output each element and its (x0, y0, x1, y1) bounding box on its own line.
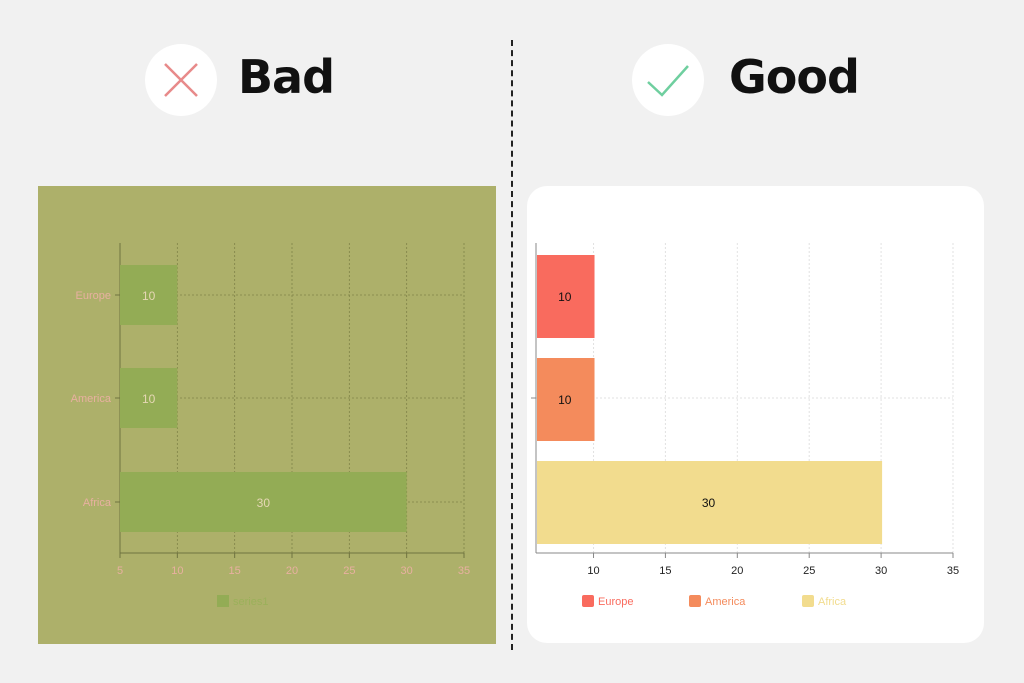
bad-data-label: 10 (142, 392, 156, 406)
good-xtick-label: 30 (875, 565, 887, 577)
good-legend-swatch-europe (582, 595, 594, 607)
bad-badge (145, 44, 217, 116)
good-data-label: 30 (702, 496, 716, 510)
bad-category-label: America (71, 393, 112, 405)
good-xtick-label: 15 (659, 565, 671, 577)
bad-heading: Bad (238, 50, 335, 104)
bad-legend-swatch (217, 595, 229, 607)
bad-xtick-label: 30 (401, 565, 413, 577)
check-icon (647, 65, 689, 97)
good-legend-label: Europe (598, 596, 633, 608)
bad-chart-panel (38, 186, 496, 644)
good-xtick-label: 25 (803, 565, 815, 577)
bad-bar-africa (120, 472, 407, 532)
good-badge (632, 44, 704, 116)
bad-xtick-label: 20 (286, 565, 298, 577)
bad-xtick-label: 25 (343, 565, 355, 577)
good-legend-label: Africa (818, 596, 847, 608)
good-xtick-label: 35 (947, 565, 959, 577)
good-xtick-label: 10 (587, 565, 599, 577)
bad-bar-europe (120, 265, 178, 325)
bad-legend-label: series1 (233, 596, 268, 608)
bad-xtick-label: 5 (117, 565, 123, 577)
good-heading: Good (729, 50, 860, 104)
good-data-label: 10 (558, 290, 572, 304)
divider (511, 40, 513, 650)
good-legend-swatch-africa (802, 595, 814, 607)
bad-bar-america (120, 368, 178, 428)
bad-xtick-label: 15 (229, 565, 241, 577)
good-legend-swatch-america (689, 595, 701, 607)
good-bar-europe (537, 255, 595, 338)
bad-category-label: Europe (76, 290, 111, 302)
good-legend-label: America (705, 596, 746, 608)
bad-data-label: 30 (257, 496, 271, 510)
good-bar-america (537, 358, 595, 441)
good-xtick-label: 20 (731, 565, 743, 577)
bad-xtick-label: 35 (458, 565, 470, 577)
bad-data-label: 10 (142, 289, 156, 303)
good-bar-africa (537, 461, 883, 544)
bad-xtick-label: 10 (171, 565, 183, 577)
bad-category-label: Africa (83, 497, 112, 509)
good-data-label: 10 (558, 393, 572, 407)
cross-icon (164, 63, 198, 97)
